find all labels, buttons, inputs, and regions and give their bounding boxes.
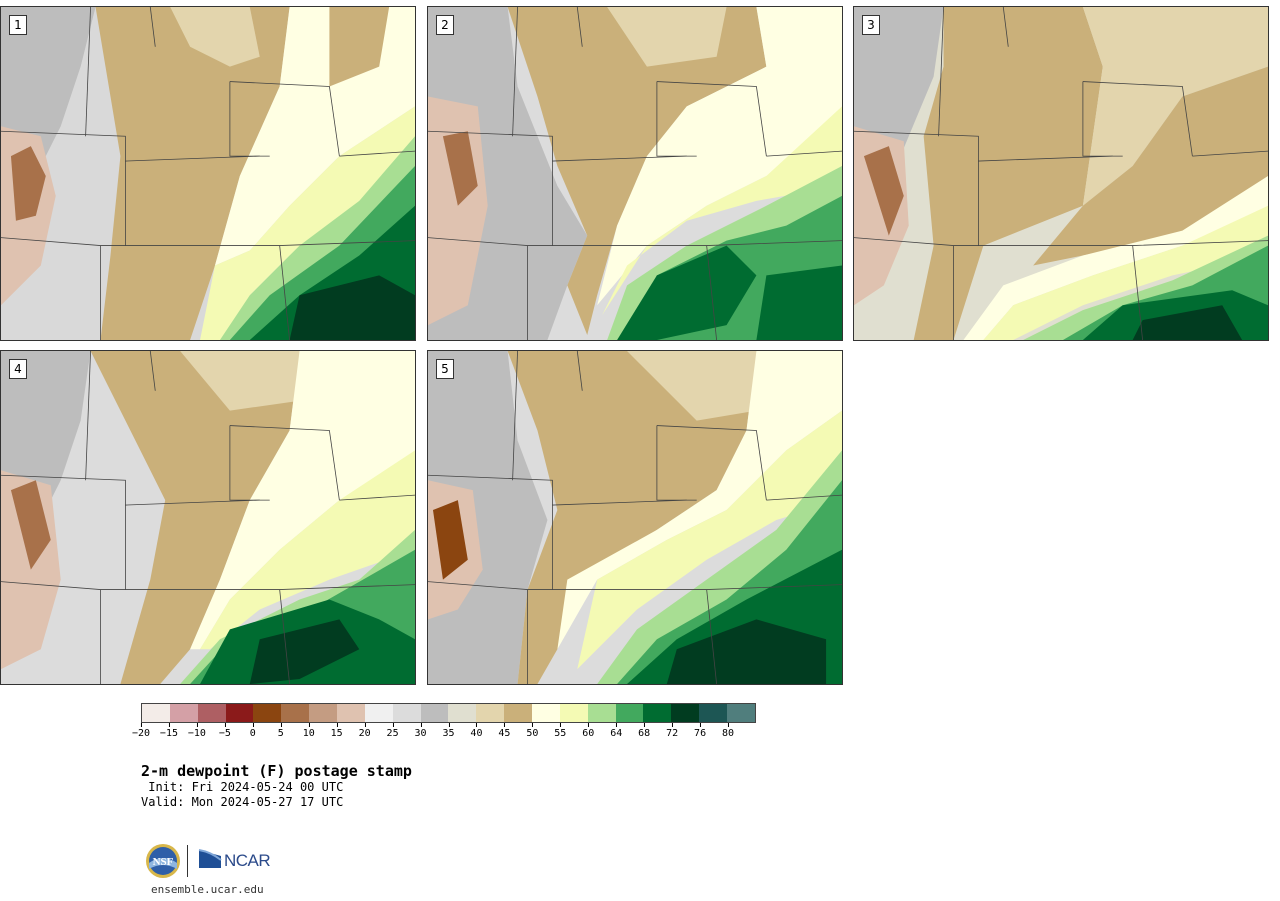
panel-number-2: 2 xyxy=(436,15,454,35)
colorbar-swatch xyxy=(727,704,755,722)
colorbar-tick-label: 64 xyxy=(610,723,622,739)
colorbar-tick-label: 55 xyxy=(554,723,566,739)
colorbar-tick-label: 0 xyxy=(250,723,256,739)
colorbar-tick-label: −20 xyxy=(132,723,150,739)
dewpoint-map-1 xyxy=(1,7,415,340)
colorbar-swatch xyxy=(671,704,700,722)
nsf-logo-text: NSF xyxy=(153,856,174,868)
colorbar-swatch xyxy=(504,704,533,722)
dewpoint-map-2 xyxy=(428,7,842,340)
colorbar-swatch xyxy=(253,704,282,722)
colorbar-ticks: −20 −15 −10 −5 0 5 10 15 20 25 30 35 40 45 50 55 60 64 68 7… xyxy=(132,723,756,746)
panel-number-5: 5 xyxy=(436,359,454,379)
colorbar-swatch xyxy=(699,704,728,722)
colorbar-tick-label: 45 xyxy=(498,723,510,739)
nsf-logo: NSF xyxy=(146,844,180,878)
colorbar-tick-label: 76 xyxy=(694,723,706,739)
dewpoint-colorbar xyxy=(141,703,756,723)
colorbar-swatch xyxy=(532,704,560,722)
dewpoint-map-3 xyxy=(854,7,1268,340)
colorbar-swatch xyxy=(559,704,588,722)
colorbar-tick-label: 60 xyxy=(582,723,594,739)
stamp-panel-2: 2 xyxy=(427,6,843,341)
logo-divider xyxy=(187,845,188,877)
colorbar-swatch xyxy=(281,704,310,722)
colorbar-swatch xyxy=(448,704,477,722)
colorbar-swatch xyxy=(364,704,393,722)
colorbar-tick-label: 35 xyxy=(442,723,455,739)
colorbar-tick-label: 10 xyxy=(303,723,315,739)
colorbar-swatch xyxy=(643,704,672,722)
colorbar-tick-label: 50 xyxy=(526,723,538,739)
site-url: ensemble.ucar.edu xyxy=(151,883,264,896)
colorbar-tick-label: 25 xyxy=(387,723,399,739)
valid-time: Valid: Mon 2024-05-27 17 UTC xyxy=(141,795,344,809)
colorbar-tick-label: 68 xyxy=(638,723,650,739)
colorbar-swatch xyxy=(197,704,226,722)
colorbar-swatch xyxy=(392,704,421,722)
dewpoint-map-5 xyxy=(428,351,842,684)
panel-number-1: 1 xyxy=(9,15,27,35)
colorbar-swatch xyxy=(420,704,449,722)
colorbar-swatch xyxy=(309,704,338,722)
colorbar-swatch xyxy=(587,704,616,722)
dewpoint-map-4 xyxy=(1,351,415,684)
colorbar-tick-label: 72 xyxy=(666,723,678,739)
panel-number-3: 3 xyxy=(862,15,880,35)
colorbar-swatch xyxy=(169,704,198,722)
colorbar-swatch xyxy=(225,704,254,722)
stamp-panel-5: 5 xyxy=(427,350,843,685)
panel-number-4: 4 xyxy=(9,359,27,379)
colorbar-tick-label: 5 xyxy=(278,723,284,739)
colorbar-tick-label: 20 xyxy=(359,723,371,739)
plot-title: 2-m dewpoint (F) postage stamp xyxy=(141,762,412,780)
colorbar-tick-label: 30 xyxy=(415,723,427,739)
colorbar-tick-label: −10 xyxy=(188,723,206,739)
stamp-panel-4: 4 xyxy=(0,350,416,685)
init-time: Init: Fri 2024-05-24 00 UTC xyxy=(141,780,344,794)
ncar-logo-text: NCAR xyxy=(224,851,271,870)
stamp-panel-1: 1 xyxy=(0,6,416,341)
colorbar-swatch xyxy=(142,704,170,722)
ncar-logo-mark xyxy=(198,849,222,868)
colorbar-swatch xyxy=(615,704,644,722)
colorbar-tick-label: 80 xyxy=(722,723,734,739)
colorbar-tick-label: 40 xyxy=(470,723,482,739)
stamp-panel-3: 3 xyxy=(853,6,1269,341)
colorbar-tick-label: −15 xyxy=(160,723,178,739)
colorbar-tick-label: −5 xyxy=(219,723,231,739)
colorbar-swatch xyxy=(337,704,365,722)
colorbar-swatch xyxy=(476,704,505,722)
colorbar-tick-label: 15 xyxy=(331,723,343,739)
